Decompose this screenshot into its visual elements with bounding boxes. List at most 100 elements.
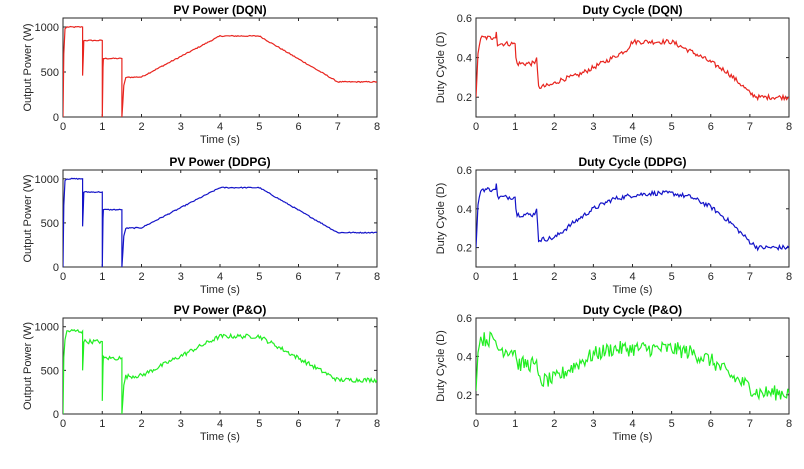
x-tick-label: 4 [217,418,223,430]
x-tick-label: 1 [99,121,105,133]
x-tick-label: 8 [374,121,380,133]
x-tick-label: 2 [138,418,144,430]
x-axis-label: Time (s) [613,431,653,443]
x-tick-label: 5 [256,418,262,430]
x-tick-label: 2 [551,418,557,430]
series-line [476,31,789,102]
x-tick-label: 8 [786,418,792,430]
x-tick-label: 6 [295,271,301,283]
series-line [476,331,789,401]
chart-title: PV Power (DDPG) [169,155,270,169]
plot-area-frame [62,169,378,268]
plot-panel-2 [475,17,790,118]
x-tick-label: 4 [629,121,635,133]
x-tick-label: 8 [786,121,792,133]
y-tick-label: 500 [41,67,59,79]
y-tick-label: 0.2 [457,243,472,255]
plot-panel-3 [62,169,378,268]
x-tick-label: 2 [551,121,557,133]
x-tick-label: 7 [747,271,753,283]
x-tick-label: 5 [256,121,262,133]
y-tick-label: 0 [53,112,59,124]
x-tick-label: 4 [629,418,635,430]
x-tick-label: 0 [60,271,66,283]
x-tick-label: 7 [335,418,341,430]
x-tick-label: 7 [747,418,753,430]
x-tick-label: 0 [473,271,479,283]
y-tick-label: 0.2 [457,92,472,104]
series-line [63,25,377,117]
x-tick-label: 4 [217,271,223,283]
x-tick-label: 7 [747,121,753,133]
chart-title: Duty Cycle (P&O) [583,303,682,317]
x-tick-label: 8 [374,418,380,430]
x-tick-label: 3 [178,271,184,283]
x-tick-label: 8 [786,271,792,283]
y-tick-label: 0 [53,262,59,274]
y-axis-label: Output Power (W) [22,23,34,111]
plot-area-frame [62,317,378,415]
plot-area-frame [475,317,790,415]
y-axis-label: Duty Cycle (D) [435,32,447,104]
x-tick-label: 6 [708,271,714,283]
chart-title: PV Power (P&O) [174,303,267,317]
x-tick-label: 1 [512,121,518,133]
x-axis-label: Time (s) [200,431,240,443]
x-tick-label: 6 [295,418,301,430]
y-tick-label: 1000 [35,322,59,334]
y-tick-label: 0.4 [457,351,472,363]
plot-area-frame [475,17,790,118]
x-tick-label: 4 [629,271,635,283]
series-line [63,328,377,414]
y-tick-label: 0.6 [457,313,472,325]
x-axis-label: Time (s) [613,134,653,146]
series-line [63,177,377,267]
x-axis-label: Time (s) [613,284,653,296]
x-tick-label: 5 [256,271,262,283]
y-tick-label: 0.6 [457,13,472,25]
plot-panel-6 [475,317,790,415]
plot-panel-1 [62,17,378,118]
chart-title: PV Power (DQN) [173,3,266,17]
x-tick-label: 3 [178,121,184,133]
x-axis-label: Time (s) [200,134,240,146]
x-tick-label: 8 [374,271,380,283]
x-tick-label: 5 [669,271,675,283]
y-axis-label: Duty Cycle (D) [435,330,447,402]
x-tick-label: 5 [669,121,675,133]
chart-title: Duty Cycle (DDPG) [578,155,686,169]
x-tick-label: 6 [295,121,301,133]
x-tick-label: 7 [335,271,341,283]
y-tick-label: 1000 [35,22,59,34]
y-axis-label: Duty Cycle (D) [435,183,447,255]
plot-area-frame [475,169,790,268]
plot-area-frame [62,17,378,118]
y-tick-label: 500 [41,365,59,377]
y-axis-label: Output Power (W) [22,174,34,262]
x-tick-label: 1 [99,418,105,430]
x-tick-label: 1 [99,271,105,283]
x-tick-label: 5 [669,418,675,430]
x-tick-label: 4 [217,121,223,133]
x-tick-label: 6 [708,418,714,430]
y-tick-label: 0.6 [457,165,472,177]
x-tick-label: 0 [60,121,66,133]
x-tick-label: 7 [335,121,341,133]
y-axis-label: Output Power (W) [22,322,34,410]
plot-panel-5 [62,317,378,415]
x-tick-label: 2 [551,271,557,283]
y-tick-label: 0.4 [457,53,472,65]
x-tick-label: 2 [138,121,144,133]
y-tick-label: 500 [41,218,59,230]
y-tick-label: 0.2 [457,390,472,402]
x-tick-label: 2 [138,271,144,283]
series-line [476,183,789,252]
x-tick-label: 3 [590,418,596,430]
x-tick-label: 1 [512,418,518,430]
x-tick-label: 0 [60,418,66,430]
x-tick-label: 3 [590,121,596,133]
x-tick-label: 0 [473,121,479,133]
x-axis-label: Time (s) [200,284,240,296]
